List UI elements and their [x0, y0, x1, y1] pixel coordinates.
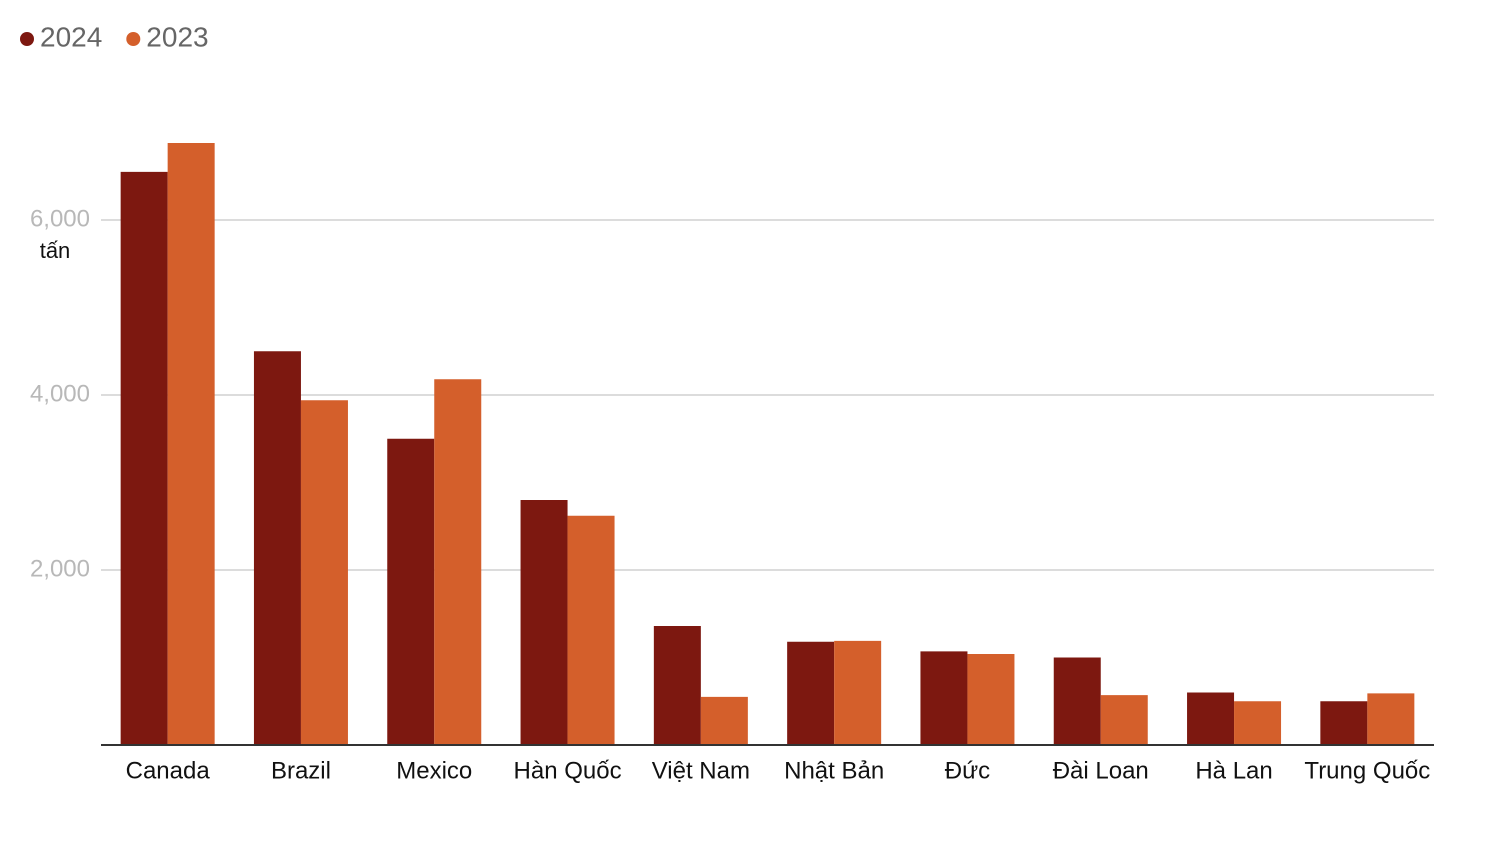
x-tick-label: Brazil — [271, 757, 331, 784]
x-tick-label: Việt Nam — [652, 757, 750, 784]
x-tick-label: Nhật Bản — [784, 757, 884, 784]
bar — [653, 626, 701, 745]
x-tick-label: Mexico — [396, 757, 472, 784]
bar — [120, 171, 168, 745]
bar — [520, 500, 568, 745]
bar — [1367, 693, 1415, 745]
x-tick-label: Hàn Quốc — [514, 757, 622, 784]
bar — [253, 351, 301, 745]
x-tick-label: Đức — [945, 757, 990, 784]
bar — [387, 438, 435, 745]
x-tick-label: Hà Lan — [1195, 757, 1272, 784]
bar — [1100, 695, 1148, 745]
bar — [1053, 657, 1101, 745]
y-tick-label: 2,000 — [30, 555, 90, 582]
bar — [967, 654, 1015, 745]
legend-label: 2023 — [146, 21, 208, 52]
x-tick-label: Đài Loan — [1053, 757, 1149, 784]
bar — [700, 696, 748, 745]
bar — [1320, 701, 1368, 745]
bar — [167, 143, 215, 745]
bar — [834, 640, 882, 745]
bar — [787, 641, 835, 745]
bar — [567, 515, 615, 745]
bar — [300, 400, 348, 745]
y-tick-label: 6,000 — [30, 205, 90, 232]
bar — [920, 651, 968, 745]
legend-marker — [20, 32, 34, 46]
bar — [434, 379, 482, 745]
y-tick-label: 4,000 — [30, 380, 90, 407]
x-tick-label: Canada — [126, 757, 211, 784]
legend-label: 2024 — [40, 21, 102, 52]
bar — [1187, 692, 1235, 745]
x-tick-label: Trung Quốc — [1304, 757, 1430, 784]
legend-marker — [126, 32, 141, 46]
bar — [1234, 701, 1282, 745]
y-axis-label: tấn — [40, 238, 71, 263]
